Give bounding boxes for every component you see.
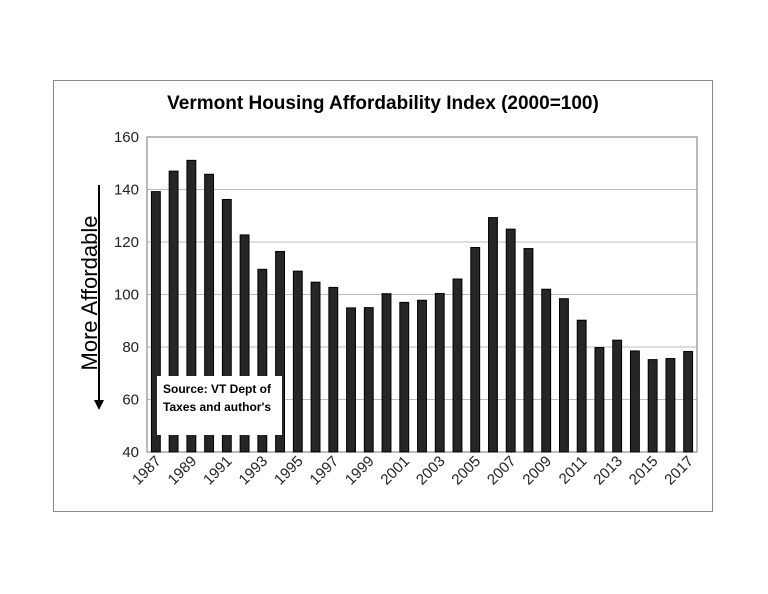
bar-2011 [576,319,587,453]
bar-2002 [417,299,427,453]
bar-2005 [470,247,481,453]
bar-1999 [363,307,374,453]
bar-2003 [434,292,445,453]
bar-2004 [452,278,463,453]
bar-1997 [328,286,339,453]
y-tick-label: 120 [114,234,139,251]
y-tick-label: 60 [122,392,139,409]
x-tick-label: 2017 [661,453,697,489]
bar-1991 [221,198,232,453]
x-tick-label: 2003 [413,453,449,489]
arrow-down-icon [94,400,104,410]
bar-2010 [559,298,569,453]
x-tick-label: 2005 [448,453,484,489]
y-tick-label: 80 [122,339,139,356]
x-tick-label: 2009 [519,453,555,489]
bar-1993 [257,268,268,453]
y-tick-label: 160 [114,129,139,146]
bar-2000 [381,293,392,453]
bar-1989 [186,159,197,453]
bar-2014 [629,350,640,453]
y-tick-label: 100 [114,287,139,304]
chart-frame [53,80,713,512]
bar-2008 [523,248,534,453]
x-tick-label: 2013 [590,453,626,489]
x-tick-label: 1999 [342,453,378,489]
bar-1994 [275,250,285,453]
bar-2012 [594,347,605,453]
y-tick-label: 140 [114,182,139,199]
x-tick-label: 1989 [165,453,201,489]
x-tick-label: 1991 [200,453,236,489]
bar-1987 [150,191,161,453]
bar-2009 [541,288,552,453]
y-axis-label: More Affordable [77,215,102,371]
x-tick-label: 2011 [556,453,591,488]
bar-2017 [683,350,694,453]
bar-2016 [665,358,676,453]
x-tick-label: 2007 [484,453,520,489]
bar-1990 [204,173,215,453]
source-annotation: Source: VT Dept of Taxes and author's [157,376,282,435]
bar-1996 [310,281,321,453]
chart-title: Vermont Housing Affordability Index (200… [167,93,599,114]
bar-1988 [168,170,179,453]
x-tick-label: 1997 [306,453,342,489]
x-tick-label: 2001 [377,453,413,489]
bar-1998 [346,307,356,453]
x-tick-label: 2015 [626,453,662,489]
bar-1992 [239,234,250,453]
y-tick-label: 40 [122,444,139,461]
bar-2001 [399,301,410,453]
bar-2015 [647,359,658,453]
x-tick-label: 1993 [236,453,272,489]
bar-2006 [488,217,498,453]
bar-2013 [612,339,623,453]
bar-2007 [505,228,516,453]
x-tick-label: 1995 [271,453,307,489]
bar-1995 [292,270,303,453]
